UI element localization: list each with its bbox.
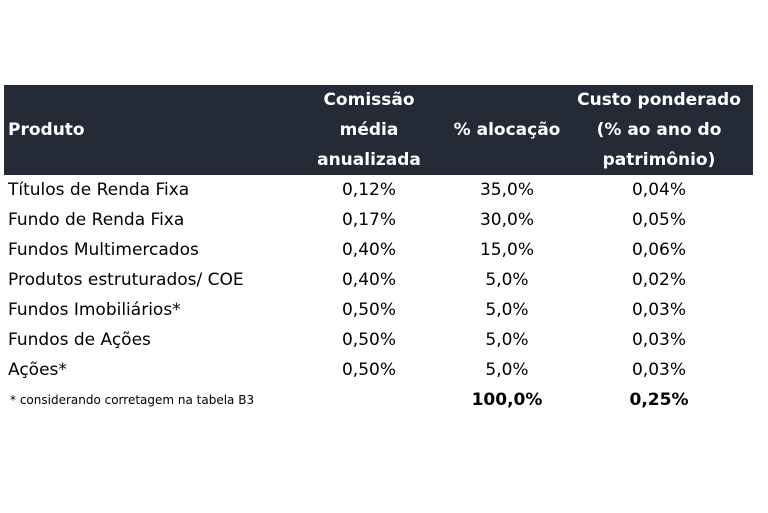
cell-produto: Fundos Imobiliários*	[8, 300, 181, 320]
header-comissao-line-1: Comissão	[323, 90, 415, 110]
header-alocacao-label: % alocação	[453, 120, 561, 140]
header-comissao: Comissão média anualizada	[294, 85, 444, 175]
cell-comissao: 0,17%	[341, 210, 396, 230]
table-row: Títulos de Renda Fixa 0,12% 35,0% 0,04%	[4, 175, 753, 205]
cell-produto: Fundos de Ações	[8, 330, 151, 350]
cell-comissao: 0,50%	[341, 300, 396, 320]
table-row: Fundos de Ações 0,50% 5,0% 0,03%	[4, 325, 753, 355]
cell-alocacao: 15,0%	[479, 240, 534, 260]
cell-comissao: 0,12%	[341, 180, 396, 200]
cost-table: Produto Comissão média anualizada % aloc…	[4, 85, 753, 415]
table-row: Fundo de Renda Fixa 0,17% 30,0% 0,05%	[4, 205, 753, 235]
header-comissao-line-3: anualizada	[317, 150, 421, 170]
header-produto: Produto	[8, 85, 298, 175]
cell-produto: Fundos Multimercados	[8, 240, 199, 260]
header-custo-line-3: patrimônio)	[602, 150, 716, 170]
cell-produto: Títulos de Renda Fixa	[8, 180, 190, 200]
table-row: Produtos estruturados/ COE 0,40% 5,0% 0,…	[4, 265, 753, 295]
table-row: Fundos Multimercados 0,40% 15,0% 0,06%	[4, 235, 753, 265]
cell-custo: 0,05%	[631, 210, 686, 230]
footnote: * considerando corretagem na tabela B3	[10, 393, 255, 407]
header-comissao-line-2: média	[339, 120, 399, 140]
cell-alocacao: 30,0%	[479, 210, 534, 230]
header-produto-label: Produto	[8, 120, 85, 140]
cell-alocacao: 5,0%	[485, 330, 529, 350]
cell-custo: 0,03%	[631, 330, 686, 350]
cell-comissao: 0,40%	[341, 240, 396, 260]
total-custo: 0,25%	[629, 390, 689, 410]
header-alocacao: % alocação	[432, 85, 582, 175]
cell-produto: Produtos estruturados/ COE	[8, 270, 244, 290]
cell-alocacao: 5,0%	[485, 360, 529, 380]
cell-comissao: 0,50%	[341, 330, 396, 350]
cell-custo: 0,03%	[631, 300, 686, 320]
total-alocacao: 100,0%	[471, 390, 543, 410]
table-header: Produto Comissão média anualizada % aloc…	[4, 85, 753, 175]
table-row: Fundos Imobiliários* 0,50% 5,0% 0,03%	[4, 295, 753, 325]
cell-produto: Ações*	[8, 360, 67, 380]
cell-alocacao: 35,0%	[479, 180, 534, 200]
cell-produto: Fundo de Renda Fixa	[8, 210, 185, 230]
cell-custo: 0,06%	[631, 240, 686, 260]
cell-custo: 0,04%	[631, 180, 686, 200]
header-custo-line-2: (% ao ano do	[596, 120, 722, 140]
table-row: Ações* 0,50% 5,0% 0,03%	[4, 355, 753, 385]
header-custo-line-1: Custo ponderado	[577, 90, 741, 110]
cell-comissao: 0,50%	[341, 360, 396, 380]
header-custo: Custo ponderado (% ao ano do patrimônio)	[574, 85, 744, 175]
cell-alocacao: 5,0%	[485, 270, 529, 290]
table-footer: * considerando corretagem na tabela B3 1…	[4, 385, 753, 415]
cell-custo: 0,02%	[631, 270, 686, 290]
cell-comissao: 0,40%	[341, 270, 396, 290]
cell-alocacao: 5,0%	[485, 300, 529, 320]
cell-custo: 0,03%	[631, 360, 686, 380]
